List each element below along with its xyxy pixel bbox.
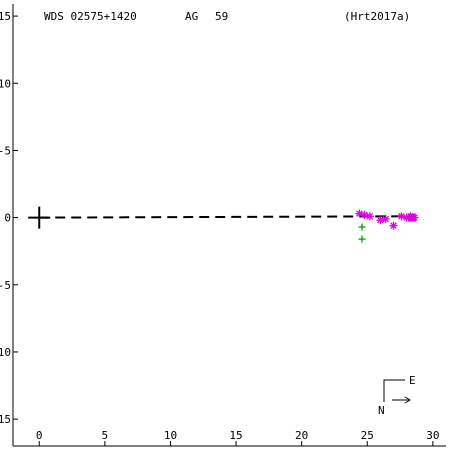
x-tick-label: 20 [295,429,308,442]
y-tick-label: -10 [0,346,11,359]
x-tick-label: 25 [361,429,374,442]
asterisk-marker [381,214,390,223]
header-discoverer: AG [185,10,198,23]
x-tick-label: 10 [164,429,177,442]
observation-markers [355,209,419,243]
asterisk-stroke [382,215,389,223]
x-axis-ticks: 0 5 10 15 20 25 30 [36,429,440,446]
compass-north-label: N [378,404,385,417]
y-tick-label: -15 [0,10,11,23]
x-tick-label: 30 [426,429,439,442]
y-tick-label: 0 [4,212,11,225]
compass-axes [383,379,405,402]
asterisk-marker [355,209,364,218]
x-tick-label: 5 [102,429,109,442]
compass-east-label: E [409,374,416,387]
x-tick-label: 0 [36,429,43,442]
header-reference: (Hrt2017a) [344,10,410,23]
plus-marker [358,235,366,243]
asterisk-marker [360,210,369,219]
square-marker [407,213,416,222]
y-axis-ticks: -15 -10 -5 0 -5 -10 -15 [0,10,18,426]
asterisk-stroke [390,222,397,229]
primary-star-cross [28,206,51,229]
plus-marker [358,223,366,231]
asterisk-stroke [398,213,405,220]
asterisk-stroke [361,211,368,219]
asterisk-stroke [356,210,363,217]
compass-arrow-head [404,396,411,404]
header-number: 59 [215,10,228,23]
x-tick-label: 15 [229,429,242,442]
y-tick-label: -15 [0,413,11,426]
motion-dashed-line [39,215,414,219]
asterisk-marker [365,212,374,221]
compass: E N [378,374,416,417]
y-tick-label: -5 [0,144,11,157]
asterisk-stroke [366,213,374,220]
y-tick-label: -5 [0,279,11,292]
y-tick-label: -10 [0,77,11,90]
asterisk-marker [389,221,398,230]
header-wds-id: WDS 02575+1420 [44,10,137,23]
